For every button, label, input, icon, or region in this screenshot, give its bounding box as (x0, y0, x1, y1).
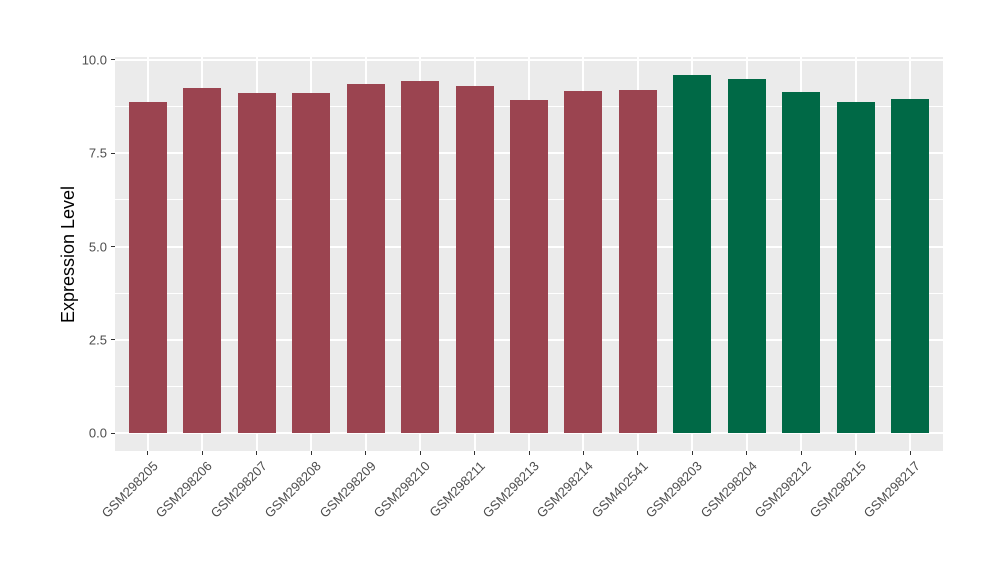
x-tick-mark (147, 451, 149, 455)
y-tick-mark (111, 152, 115, 154)
x-tick-mark (528, 451, 530, 455)
y-axis-title: Expression Level (58, 185, 79, 323)
y-tick-label: 7.5 (88, 145, 107, 161)
bar-GSM298208 (292, 92, 331, 434)
x-tick-mark (637, 451, 639, 455)
bar-GSM298204 (727, 79, 766, 434)
x-tick-mark (691, 451, 693, 455)
y-tick-mark (111, 246, 115, 248)
x-tick-mark (855, 451, 857, 455)
x-tick-mark (746, 451, 748, 455)
bar-GSM298215 (836, 101, 875, 434)
x-tick-label: GSM298205 (98, 458, 161, 521)
bar-GSM298206 (183, 87, 222, 434)
y-tick-label: 2.5 (88, 332, 107, 348)
bar-GSM298212 (782, 92, 821, 434)
y-tick-mark (111, 432, 115, 434)
x-tick-mark (909, 451, 911, 455)
bar-GSM298203 (673, 74, 712, 434)
x-tick-mark (310, 451, 312, 455)
x-tick-mark (256, 451, 258, 455)
bar-GSM298207 (237, 93, 276, 434)
bar-GSM402541 (618, 89, 657, 434)
x-tick-mark (474, 451, 476, 455)
y-tick-label: 5.0 (88, 239, 107, 255)
bar-GSM298210 (401, 80, 440, 434)
y-tick-mark (111, 59, 115, 61)
x-tick-mark (365, 451, 367, 455)
bar-GSM298211 (455, 85, 494, 434)
x-tick-mark (419, 451, 421, 455)
x-tick-mark (201, 451, 203, 455)
x-tick-mark (800, 451, 802, 455)
y-axis-title-wrap: Expression Level (50, 57, 88, 451)
bar-GSM298209 (346, 83, 385, 434)
bar-GSM298214 (564, 90, 603, 434)
x-tick-mark (582, 451, 584, 455)
bar-GSM298205 (128, 101, 167, 434)
y-tick-label: 0.0 (88, 425, 107, 441)
bar-GSM298217 (891, 99, 930, 434)
y-tick-label: 10.0 (81, 52, 107, 68)
bar-GSM298213 (510, 99, 548, 434)
y-tick-mark (111, 339, 115, 341)
